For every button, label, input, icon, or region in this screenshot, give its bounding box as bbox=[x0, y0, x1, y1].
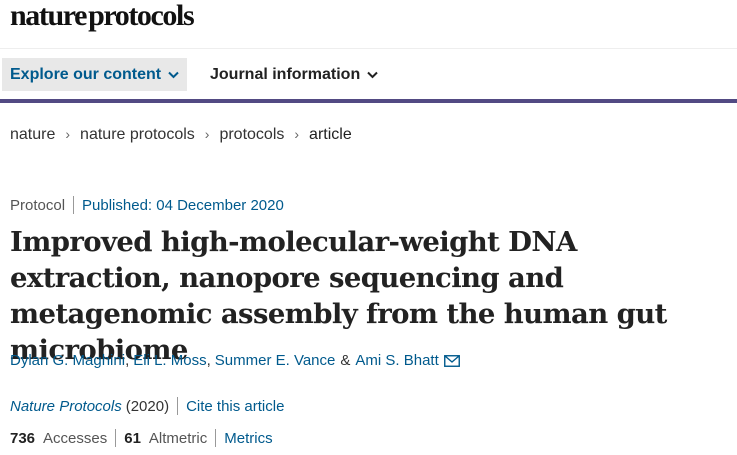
chevron-down-icon bbox=[168, 71, 179, 78]
divider bbox=[215, 429, 217, 447]
explore-content-menu[interactable]: Explore our content bbox=[2, 58, 188, 91]
accent-bar bbox=[0, 99, 737, 103]
accesses-label: Accesses bbox=[43, 429, 108, 447]
author-separator: , bbox=[125, 352, 130, 369]
breadcrumb-nature-protocols[interactable]: nature protocols bbox=[80, 126, 195, 143]
metrics-link[interactable]: Metrics bbox=[224, 429, 273, 447]
cite-article-link[interactable]: Cite this article bbox=[186, 397, 285, 415]
author-link[interactable]: Ami S. Bhatt bbox=[355, 352, 439, 369]
author-separator: , bbox=[206, 352, 211, 369]
journal-logo[interactable]: natureprotocols bbox=[10, 0, 195, 34]
chevron-right-icon: › bbox=[294, 126, 300, 142]
breadcrumb-nature[interactable]: nature bbox=[10, 126, 56, 143]
journal-link[interactable]: Nature Protocols bbox=[10, 397, 122, 415]
published-date: Published: 04 December 2020 bbox=[82, 196, 284, 214]
article-type: Protocol bbox=[10, 196, 66, 214]
author-conjunction: & bbox=[340, 352, 351, 369]
email-icon[interactable] bbox=[443, 354, 460, 367]
main-navigation: Explore our content Journal information bbox=[0, 48, 737, 103]
article-metrics: 736 Accesses 61 Altmetric Metrics bbox=[10, 429, 273, 447]
chevron-right-icon: › bbox=[65, 126, 71, 142]
article-meta: Protocol Published: 04 December 2020 bbox=[10, 196, 284, 214]
divider bbox=[115, 429, 117, 447]
divider bbox=[177, 397, 179, 415]
altmetric-count: 61 bbox=[124, 429, 141, 447]
author-list: Dylan G. Maghini, Eli L. Moss, Summer E.… bbox=[10, 352, 460, 369]
breadcrumb-protocols[interactable]: protocols bbox=[219, 126, 285, 143]
logo-word-protocols: protocols bbox=[88, 0, 195, 32]
journal-information-label: Journal information bbox=[210, 65, 361, 83]
breadcrumb-article: article bbox=[309, 126, 352, 143]
journal-information-menu[interactable]: Journal information bbox=[202, 58, 386, 91]
chevron-right-icon: › bbox=[204, 126, 210, 142]
breadcrumb: nature › nature protocols › protocols › … bbox=[10, 124, 352, 146]
altmetric-label: Altmetric bbox=[148, 429, 208, 447]
article-title: Improved high-molecular-weight DNA extra… bbox=[10, 226, 667, 366]
logo-word-nature: nature bbox=[10, 0, 87, 32]
explore-content-label: Explore our content bbox=[10, 65, 162, 83]
citation-line: Nature Protocols (2020) Cite this articl… bbox=[10, 397, 284, 415]
accesses-count: 736 bbox=[10, 429, 36, 447]
publication-year: (2020) bbox=[125, 397, 170, 415]
divider bbox=[73, 196, 75, 214]
author-link[interactable]: Eli L. Moss bbox=[133, 352, 207, 369]
author-link[interactable]: Dylan G. Maghini bbox=[10, 352, 126, 369]
author-link[interactable]: Summer E. Vance bbox=[214, 352, 336, 369]
chevron-down-icon bbox=[367, 71, 378, 78]
